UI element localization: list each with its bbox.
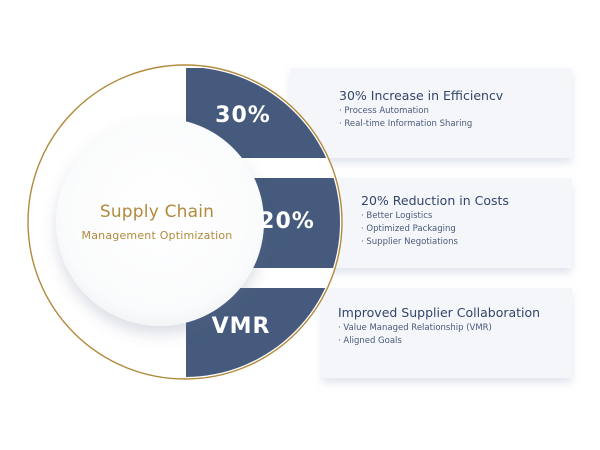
heading-costs: 20% Reduction in Costs — [361, 193, 509, 208]
bullet-vmr: · Value Managed Relationship (VMR) — [338, 323, 492, 333]
bullet-optimized-packaging: · Optimized Packaging — [361, 224, 456, 234]
info-card-2 — [322, 178, 572, 268]
heading-collaboration: Improved Supplier Collaboration — [338, 305, 541, 320]
segment-30-percent — [186, 68, 326, 158]
segment-vmr — [186, 288, 326, 377]
bullet-better-logistics: · Better Logistics — [361, 211, 433, 221]
badge-20-percent: 20% — [259, 209, 315, 234]
center-title: Supply Chain — [99, 202, 215, 222]
heading-efficiency: 30% Increase in Efficiencv — [339, 88, 504, 103]
bullet-aligned-goals: · Aligned Goals — [338, 336, 402, 346]
bullet-process-automation: · Process Automation — [339, 106, 429, 116]
badge-30-percent: 30% — [215, 103, 271, 128]
info-card-1 — [290, 68, 572, 158]
center-subtitle: Management Optimization — [81, 229, 233, 242]
badge-vmr: VMR — [211, 314, 271, 339]
center-circle — [56, 118, 264, 326]
info-card-3 — [322, 288, 572, 378]
bullet-realtime-info: · Real-time Information Sharing — [339, 119, 473, 129]
bullet-supplier-negotiations: · Supplier Negotiations — [361, 237, 458, 247]
